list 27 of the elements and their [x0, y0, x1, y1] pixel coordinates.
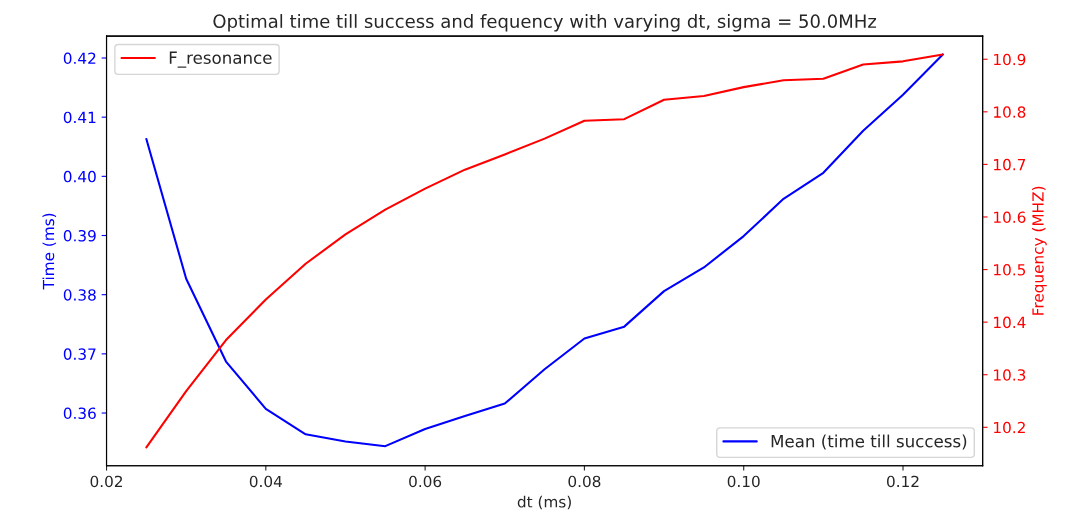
- x-tick-label: 0.04: [249, 475, 282, 488]
- x-axis-title: dt (ms): [517, 495, 571, 510]
- x-tick-label: 0.08: [568, 475, 601, 488]
- y-tick-label: 0.40: [63, 170, 96, 183]
- y-tick-label: 0.41: [63, 111, 96, 124]
- chart-title: Optimal time till success and fequency with varying dt, sigma = 50.0MHz: [213, 14, 877, 32]
- y-tick-label: 0.42: [63, 52, 96, 65]
- y-tick-label: 0.37: [63, 348, 96, 360]
- y2-tick-label: 10.3: [994, 369, 1026, 381]
- x-tick-label: 0.06: [409, 475, 442, 488]
- y2-tick-label: 10.9: [994, 53, 1026, 66]
- y-axis-title: Time (ms): [42, 213, 57, 290]
- x-tick-label: 0.10: [727, 475, 760, 488]
- y-tick-label: 0.36: [63, 407, 96, 420]
- y-tick-label: 0.38: [63, 289, 96, 301]
- y-tick-label: 0.39: [63, 229, 96, 242]
- y2-tick-label: 10.6: [994, 211, 1026, 223]
- x-tick-label: 0.02: [90, 475, 122, 488]
- legend-label: Mean (time till success): [771, 434, 967, 450]
- y2-tick-label: 10.5: [994, 264, 1026, 276]
- legend-label: F_resonance: [169, 51, 272, 68]
- y2-tick-label: 10.2: [994, 421, 1025, 434]
- y2-tick-label: 10.8: [994, 106, 1026, 118]
- y2-tick-label: 10.7: [994, 158, 1026, 171]
- y2-tick-label: 10.4: [994, 316, 1026, 329]
- x-tick-label: 0.12: [887, 475, 919, 488]
- y2-axis-title: Frequency (MHZ): [1031, 186, 1047, 315]
